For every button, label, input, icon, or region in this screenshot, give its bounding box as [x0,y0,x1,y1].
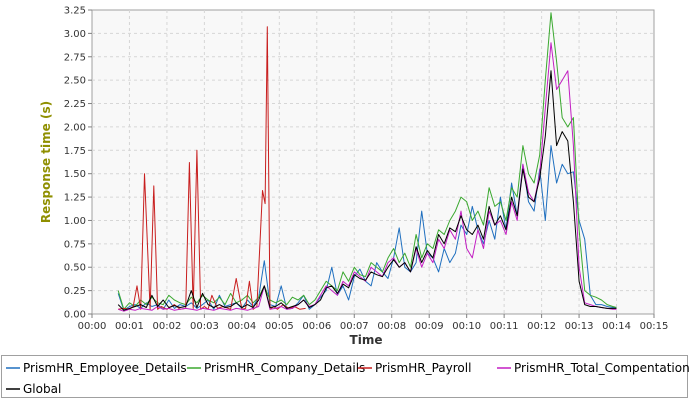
y-tick-label: 0.25 [64,286,86,297]
y-axis-title: Response time (s) [39,101,53,223]
x-tick-label: 00:01 [115,321,144,332]
legend-label-prismhr-total-compentation: PrismHR_Total_Compentation [514,361,690,375]
x-tick-label: 00:15 [640,321,669,332]
legend: PrismHR_Employee_Details PrismHR_Company_… [6,361,690,396]
x-tick-label: 00:13 [565,321,594,332]
x-tick-label: 00:14 [602,321,631,332]
y-tick-label: 0.50 [64,263,86,274]
x-tick-label: 00:08 [377,321,406,332]
series-line-global [117,70,617,311]
y-tick-label: 0.00 [64,310,86,321]
x-tick-label: 00:07 [340,321,369,332]
x-axis-ticks: 00:00 00:01 00:02 00:03 00:04 00:05 00:06 00:07… [78,314,669,332]
x-tick-label: 00:10 [452,321,481,332]
legend-label-prismhr-company-details: PrismHR_Company_Details [204,361,365,375]
y-axis-ticks: 0.00 0.25 0.50 0.75 1.00 1.25 1.50 1.75 2.00 2.25… [64,6,92,321]
x-tick-label: 00:04 [227,321,256,332]
legend-label-prismhr-employee-details: PrismHR_Employee_Details [23,361,187,375]
y-tick-label: 2.75 [64,52,86,63]
x-tick-label: 00:03 [190,321,219,332]
y-tick-label: 2.00 [64,122,86,133]
legend-box [1,355,688,398]
x-axis-title: Time [350,333,383,347]
x-tick-label: 00:00 [78,321,107,332]
y-tick-label: 1.75 [64,146,86,157]
x-tick-label: 00:11 [490,321,519,332]
legend-label-prismhr-payroll: PrismHR_Payroll [375,361,471,375]
y-tick-label: 1.00 [64,216,86,227]
y-tick-label: 2.25 [64,99,86,110]
grid [92,10,654,314]
y-tick-label: 1.25 [64,193,86,204]
x-tick-label: 00:09 [415,321,444,332]
plot-area [91,9,655,315]
series-line-prismhr-employee-details [117,145,617,311]
x-tick-label: 00:02 [153,321,182,332]
series-lines [117,12,617,312]
y-tick-label: 2.50 [64,76,86,87]
y-tick-label: 1.50 [64,169,86,180]
y-tick-label: 3.00 [64,29,86,40]
x-tick-label: 00:05 [265,321,294,332]
legend-label-global: Global [23,382,61,396]
x-tick-label: 00:12 [527,321,556,332]
y-tick-label: 3.25 [64,6,86,17]
y-tick-label: 0.75 [64,239,86,250]
x-tick-label: 00:06 [302,321,331,332]
